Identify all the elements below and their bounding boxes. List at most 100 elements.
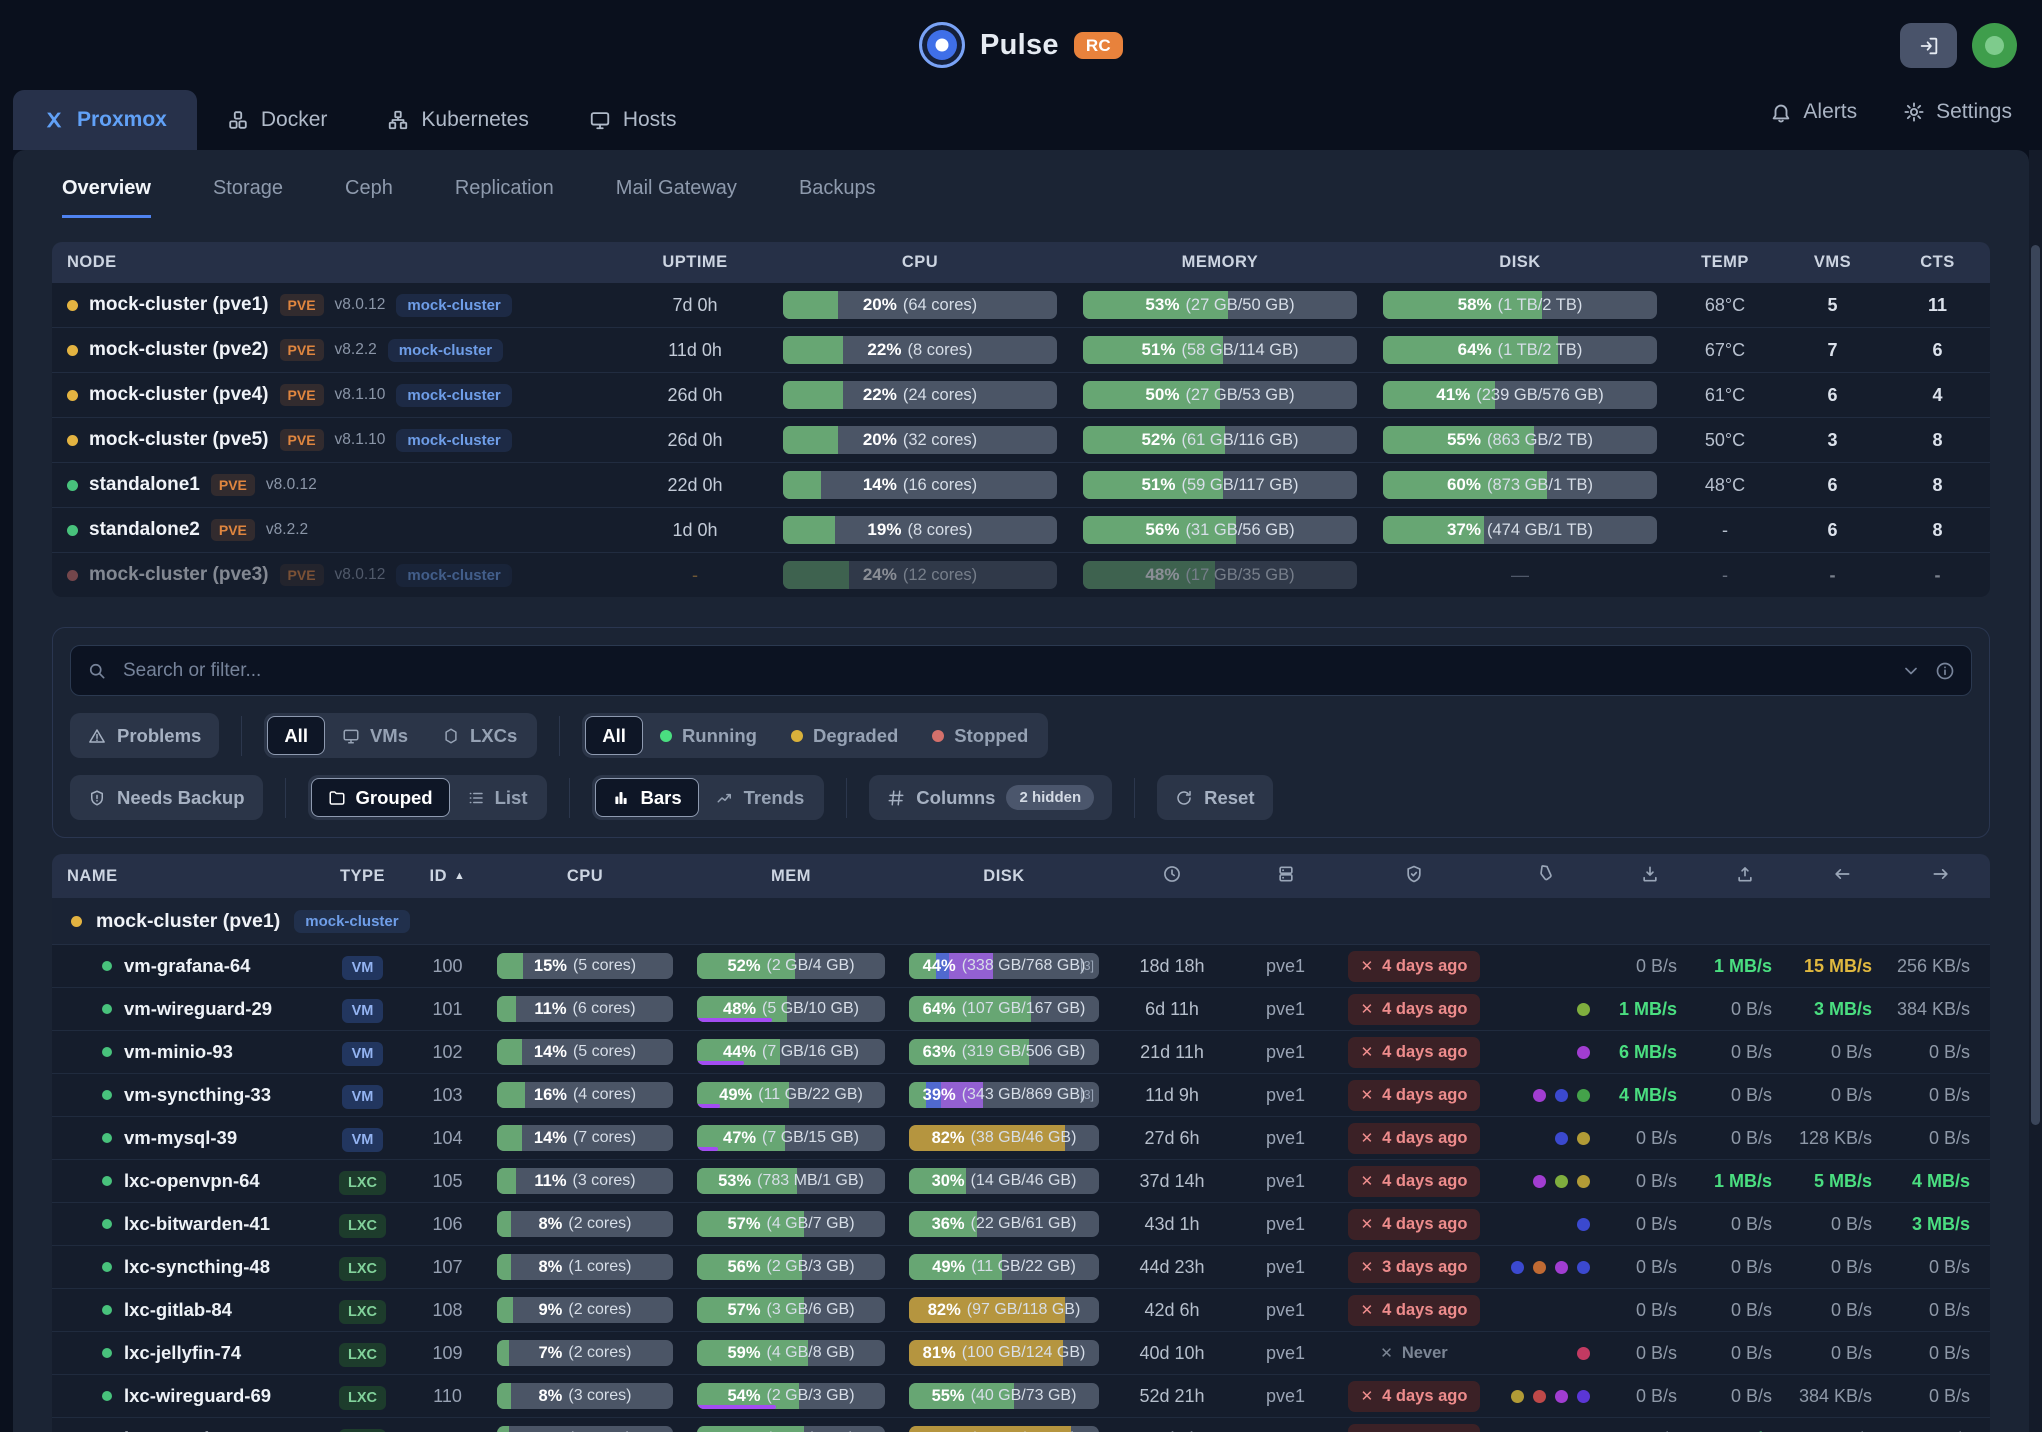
net-out-rate: 0 B/s (1928, 1041, 1970, 1062)
node-bar-cell: 56% (31 GB/56 GB) (1070, 516, 1370, 544)
view-mode-option-grouped[interactable]: Grouped (310, 778, 450, 817)
net-in-rate: 0 B/s (1830, 1342, 1872, 1363)
guest-bar-cell: 11% (3 cores) (485, 1168, 685, 1194)
guest-usage-bar: 55% (40 GB/73 GB) (909, 1383, 1099, 1409)
sub-tab-storage[interactable]: Storage (212, 177, 284, 199)
guest-type-filter-option-vms[interactable]: VMs (325, 716, 425, 755)
column-header-upload[interactable] (1697, 864, 1792, 889)
guest-status-filter-option-degraded[interactable]: Degraded (774, 716, 915, 755)
column-header-clock[interactable] (1111, 864, 1233, 889)
bar-label: 7%(2 cores) (497, 1426, 673, 1432)
guest-row[interactable]: lxc-jellyfin-74 LXC 109 7% (2 cores) 59% (4 GB… (52, 1331, 1990, 1374)
bar-fill (1383, 381, 1496, 409)
view-mode-option-list[interactable]: List (450, 778, 545, 817)
bar-label: 52% (2 GB/4 GB) (727, 956, 855, 975)
node-uptime-value: 11d 0h (668, 339, 722, 360)
nav-link-alerts[interactable]: Alerts (1770, 100, 1857, 124)
warning-icon (88, 727, 106, 745)
column-header-cpu[interactable]: CPU (566, 866, 604, 885)
bar-sublabel: (7 GB/15 GB) (762, 1129, 859, 1146)
guest-status-filter-option-stopped[interactable]: Stopped (915, 716, 1045, 755)
bar-label: 59% (4 GB/8 GB) (727, 1343, 855, 1362)
column-header-shield-check[interactable] (1338, 864, 1490, 889)
info-icon[interactable] (1935, 661, 1955, 681)
node-vm-count: 6 (1827, 519, 1838, 540)
column-header-cts: CTS (1920, 253, 1955, 271)
problems-button[interactable]: Problems (70, 713, 220, 758)
display-mode-option-bars[interactable]: Bars (595, 778, 699, 817)
guest-status-filter-option-running[interactable]: Running (643, 716, 774, 755)
guest-row[interactable]: lxc-bitwarden-41 LXC 106 8% (2 cores) 57% (4 G… (52, 1202, 1990, 1245)
guest-row[interactable]: vm-grafana-64 VM 100 15% (5 cores) 52% (2 GB/4… (52, 945, 1990, 987)
display-mode-option-trends[interactable]: Trends (699, 778, 822, 817)
guest-row[interactable]: vm-minio-93 VM 102 14% (5 cores) 44% (7 GB/16 … (52, 1030, 1990, 1073)
node-row[interactable]: mock-cluster (pve3) PVE v8.0.12 mock-cluste… (52, 552, 1990, 597)
node-row[interactable]: standalone1 PVE v8.0.12 22d 0h 14% (16 cores)… (52, 462, 1990, 507)
guest-row[interactable]: lxc-openvpn-64 LXC 105 11% (3 cores) 53% (783 … (52, 1159, 1990, 1202)
guest-row[interactable]: vm-mysql-39 VM 104 14% (7 cores) 47% (7 GB/15 … (52, 1116, 1990, 1159)
guest-row[interactable]: lxc-wireguard-69 LXC 110 8% (3 cores) 54% (2 G… (52, 1374, 1990, 1417)
column-header-mem[interactable]: MEM (771, 866, 811, 885)
option-label: LXCs (470, 724, 518, 746)
guest-type-filter-option-lxcs[interactable]: LXCs (425, 716, 534, 755)
sub-tab-overview[interactable]: Overview (62, 177, 151, 218)
main-tab-kubernetes[interactable]: Kubernetes (357, 90, 558, 150)
net-out-rate: 0 B/s (1892, 1429, 1990, 1432)
guest-group-row[interactable]: mock-cluster (pve1) mock-cluster (52, 898, 1990, 945)
column-header-name[interactable]: NAME (67, 866, 118, 885)
sub-tab-ceph[interactable]: Ceph (345, 177, 393, 199)
node-bar-cell: 22% (8 cores) (770, 336, 1070, 364)
needs-backup-button[interactable]: Needs Backup (70, 775, 263, 820)
guest-node: pve1 (1265, 1342, 1306, 1363)
main-tab-proxmox[interactable]: Proxmox (13, 90, 197, 150)
search-input[interactable] (121, 658, 1887, 683)
guest-status-filter-option-all[interactable]: All (585, 716, 643, 755)
sub-tab-replication[interactable]: Replication (454, 177, 554, 199)
guest-row[interactable]: lxc-gitlab-84 LXC 108 9% (2 cores) 57% (3 GB/6… (52, 1288, 1990, 1331)
server-icon (1276, 864, 1296, 884)
guest-id: 105 (432, 1170, 463, 1191)
column-header-tag[interactable] (1490, 864, 1602, 889)
node-row[interactable]: mock-cluster (pve1) PVE v8.0.12 mock-cluste… (52, 283, 1990, 327)
bar-sublabel: (783 MB/1 GB) (757, 1172, 864, 1189)
guest-row[interactable]: vm-wireguard-29 VM 101 11% (6 cores) 48% (5 GB… (52, 987, 1990, 1030)
column-header-disk[interactable]: DISK (983, 866, 1025, 885)
node-row[interactable]: mock-cluster (pve4) PVE v8.1.10 mock-cluste… (52, 372, 1990, 417)
bar-label: 56% (2 GB/3 GB) (727, 1257, 855, 1276)
guest-type-badge: LXC (339, 1213, 386, 1238)
columns-button[interactable]: Columns 2 hidden (869, 775, 1113, 820)
main-tab-hosts[interactable]: Hosts (559, 90, 707, 150)
column-header-type[interactable]: TYPE (339, 866, 386, 885)
guest-type-filter-option-all[interactable]: All (267, 716, 325, 755)
sub-tab-mail-gateway[interactable]: Mail Gateway (615, 177, 737, 199)
nav-link-settings[interactable]: Settings (1903, 100, 2012, 124)
scrollbar-thumb[interactable] (2031, 245, 2040, 1125)
node-row[interactable]: mock-cluster (pve5) PVE v8.1.10 mock-cluste… (52, 417, 1990, 462)
node-row[interactable]: standalone2 PVE v8.2.2 1d 0h 19% (8 cores) 56%… (52, 507, 1990, 552)
guest-row[interactable]: lxc-terraria-7 LXC 111 7%(2 cores) 57%(4 GB/… (52, 1417, 1990, 1432)
chevron-down-icon[interactable] (1901, 661, 1921, 681)
column-header-arrow-right[interactable] (1892, 864, 1990, 889)
bar-sublabel: (7 GB/16 GB) (762, 1043, 859, 1060)
reset-button[interactable]: Reset (1157, 775, 1273, 820)
bar-label: 56% (31 GB/56 GB) (1145, 520, 1295, 539)
logout-button[interactable] (1900, 23, 1957, 68)
column-header-id[interactable]: ID ▲ (410, 867, 485, 886)
main-tab-docker[interactable]: Docker (197, 90, 358, 150)
column-header-download[interactable] (1602, 864, 1697, 889)
guest-row[interactable]: vm-syncthing-33 VM 103 16% (4 cores) 49% (11 G… (52, 1073, 1990, 1116)
column-header-server[interactable] (1233, 864, 1338, 889)
node-bar-cell: 50% (27 GB/53 GB) (1070, 381, 1370, 409)
tag-dot (1577, 1260, 1590, 1274)
node-ct-count: 8 (1932, 429, 1943, 450)
guest-row[interactable]: lxc-syncthing-48 LXC 107 8% (1 cores) 56% (2 G… (52, 1245, 1990, 1288)
column-header-arrow-left[interactable] (1792, 864, 1892, 889)
tag-dot (1533, 1174, 1546, 1188)
sub-tab-backups[interactable]: Backups (798, 177, 876, 199)
node-row[interactable]: mock-cluster (pve2) PVE v8.2.2 mock-cluster… (52, 327, 1990, 372)
x-icon: ✕ (1360, 1001, 1374, 1018)
node-table: NODE UPTIME CPU MEMORY DISK TEMP VMS CTS mock-cl… (52, 242, 1990, 597)
guest-usage-bar: 44% (338 GB/768 GB) [3] (909, 953, 1099, 979)
net-in-rate: 384 KB/s (1798, 1385, 1872, 1406)
scrollbar[interactable] (2029, 150, 2042, 1432)
